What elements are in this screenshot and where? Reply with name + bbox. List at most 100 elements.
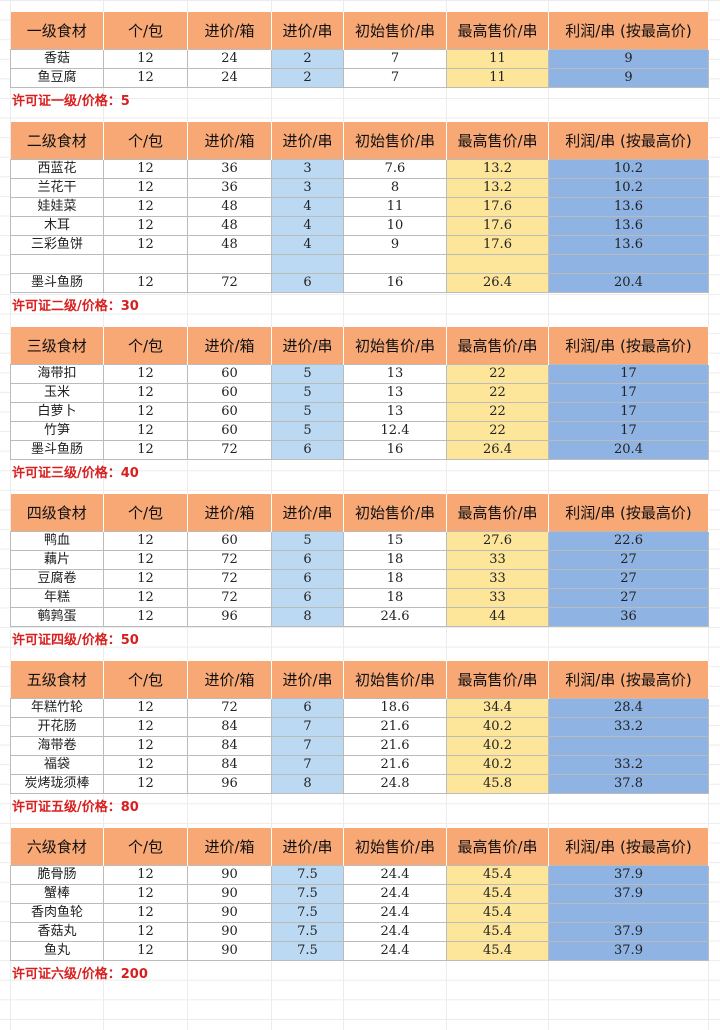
cell-value[interactable]: 12 xyxy=(103,49,188,69)
cell-value[interactable]: 12 xyxy=(103,884,188,904)
cell-value[interactable]: 12 xyxy=(103,402,188,422)
ingredient-name[interactable]: 年糕竹轮 xyxy=(10,698,104,718)
cell-value[interactable]: 3 xyxy=(271,159,344,179)
cell-value[interactable]: 22.6 xyxy=(548,531,709,551)
cell-value[interactable]: 27 xyxy=(548,569,709,589)
cell-value[interactable]: 2 xyxy=(271,68,344,88)
cell-value[interactable]: 5 xyxy=(271,531,344,551)
cell-value[interactable] xyxy=(343,254,447,274)
ingredient-name[interactable]: 墨斗鱼肠 xyxy=(10,273,104,293)
cell-value[interactable]: 8 xyxy=(271,607,344,627)
cell-value[interactable]: 84 xyxy=(187,755,272,775)
cell-value[interactable]: 9 xyxy=(548,49,709,69)
cell-value[interactable]: 21.6 xyxy=(343,717,447,737)
ingredient-name[interactable] xyxy=(10,254,104,274)
ingredient-name[interactable]: 白萝卜 xyxy=(10,402,104,422)
cell-value[interactable]: 18.6 xyxy=(343,698,447,718)
ingredient-name[interactable]: 香肉鱼轮 xyxy=(10,903,104,923)
cell-value[interactable]: 90 xyxy=(187,865,272,885)
cell-value[interactable]: 7.5 xyxy=(271,903,344,923)
cell-value[interactable]: 48 xyxy=(187,197,272,217)
cell-value[interactable]: 24.4 xyxy=(343,941,447,961)
cell-value[interactable]: 27 xyxy=(548,588,709,608)
cell-value[interactable]: 40.2 xyxy=(446,736,549,756)
cell-value[interactable]: 22 xyxy=(446,364,549,384)
cell-value[interactable]: 37.9 xyxy=(548,884,709,904)
cell-value[interactable]: 45.4 xyxy=(446,884,549,904)
cell-value[interactable]: 36 xyxy=(187,159,272,179)
cell-value[interactable]: 72 xyxy=(187,698,272,718)
cell-value[interactable]: 90 xyxy=(187,884,272,904)
cell-value[interactable]: 7.5 xyxy=(271,865,344,885)
cell-value[interactable]: 24.4 xyxy=(343,922,447,942)
cell-value[interactable]: 33.2 xyxy=(548,717,709,737)
cell-value[interactable]: 72 xyxy=(187,569,272,589)
cell-value[interactable] xyxy=(103,254,188,274)
ingredient-name[interactable]: 木耳 xyxy=(10,216,104,236)
cell-value[interactable]: 12 xyxy=(103,235,188,255)
cell-value[interactable]: 13.2 xyxy=(446,178,549,198)
cell-value[interactable]: 7 xyxy=(271,736,344,756)
cell-value[interactable]: 7.5 xyxy=(271,884,344,904)
cell-value[interactable]: 45.4 xyxy=(446,903,549,923)
cell-value[interactable]: 60 xyxy=(187,421,272,441)
ingredient-name[interactable]: 蟹棒 xyxy=(10,884,104,904)
cell-value[interactable] xyxy=(446,254,549,274)
cell-value[interactable]: 7.6 xyxy=(343,159,447,179)
cell-value[interactable]: 12 xyxy=(103,755,188,775)
cell-value[interactable]: 27 xyxy=(548,550,709,570)
cell-value[interactable]: 72 xyxy=(187,588,272,608)
cell-value[interactable]: 13.6 xyxy=(548,197,709,217)
cell-value[interactable]: 60 xyxy=(187,383,272,403)
cell-value[interactable]: 26.4 xyxy=(446,273,549,293)
cell-value[interactable]: 12 xyxy=(103,588,188,608)
cell-value[interactable]: 12 xyxy=(103,440,188,460)
cell-value[interactable]: 8 xyxy=(343,178,447,198)
ingredient-name[interactable]: 豆腐卷 xyxy=(10,569,104,589)
cell-value[interactable]: 60 xyxy=(187,402,272,422)
cell-value[interactable]: 18 xyxy=(343,550,447,570)
cell-value[interactable]: 96 xyxy=(187,607,272,627)
ingredient-name[interactable]: 藕片 xyxy=(10,550,104,570)
cell-value[interactable]: 12 xyxy=(103,197,188,217)
cell-value[interactable]: 11 xyxy=(446,68,549,88)
ingredient-name[interactable]: 鹌鹑蛋 xyxy=(10,607,104,627)
cell-value[interactable]: 24.6 xyxy=(343,607,447,627)
cell-value[interactable]: 12 xyxy=(103,717,188,737)
cell-value[interactable]: 12 xyxy=(103,607,188,627)
cell-value[interactable]: 6 xyxy=(271,273,344,293)
ingredient-name[interactable]: 海带扣 xyxy=(10,364,104,384)
cell-value[interactable]: 60 xyxy=(187,531,272,551)
ingredient-name[interactable]: 炭烤珑须棒 xyxy=(10,774,104,794)
cell-value[interactable]: 20.4 xyxy=(548,273,709,293)
cell-value[interactable]: 13 xyxy=(343,402,447,422)
cell-value[interactable]: 13.2 xyxy=(446,159,549,179)
cell-value[interactable]: 17.6 xyxy=(446,216,549,236)
cell-value[interactable]: 90 xyxy=(187,941,272,961)
cell-value[interactable]: 72 xyxy=(187,273,272,293)
cell-value[interactable]: 13 xyxy=(343,364,447,384)
cell-value[interactable]: 24 xyxy=(187,68,272,88)
cell-value[interactable]: 17.6 xyxy=(446,235,549,255)
cell-value[interactable]: 17 xyxy=(548,364,709,384)
cell-value[interactable]: 24.4 xyxy=(343,903,447,923)
cell-value[interactable]: 21.6 xyxy=(343,736,447,756)
ingredient-name[interactable]: 香菇丸 xyxy=(10,922,104,942)
cell-value[interactable]: 12 xyxy=(103,273,188,293)
cell-value[interactable]: 24.4 xyxy=(343,884,447,904)
cell-value[interactable]: 24.8 xyxy=(343,774,447,794)
cell-value[interactable]: 60 xyxy=(187,364,272,384)
cell-value[interactable]: 7 xyxy=(271,755,344,775)
cell-value[interactable]: 5 xyxy=(271,402,344,422)
cell-value[interactable]: 45.8 xyxy=(446,774,549,794)
cell-value[interactable]: 37.9 xyxy=(548,941,709,961)
cell-value[interactable]: 90 xyxy=(187,922,272,942)
cell-value[interactable]: 10.2 xyxy=(548,178,709,198)
cell-value[interactable]: 36 xyxy=(548,607,709,627)
ingredient-name[interactable]: 脆骨肠 xyxy=(10,865,104,885)
cell-value[interactable]: 16 xyxy=(343,440,447,460)
cell-value[interactable]: 6 xyxy=(271,569,344,589)
cell-value[interactable]: 3 xyxy=(271,178,344,198)
ingredient-name[interactable]: 海带卷 xyxy=(10,736,104,756)
ingredient-name[interactable]: 鸭血 xyxy=(10,531,104,551)
